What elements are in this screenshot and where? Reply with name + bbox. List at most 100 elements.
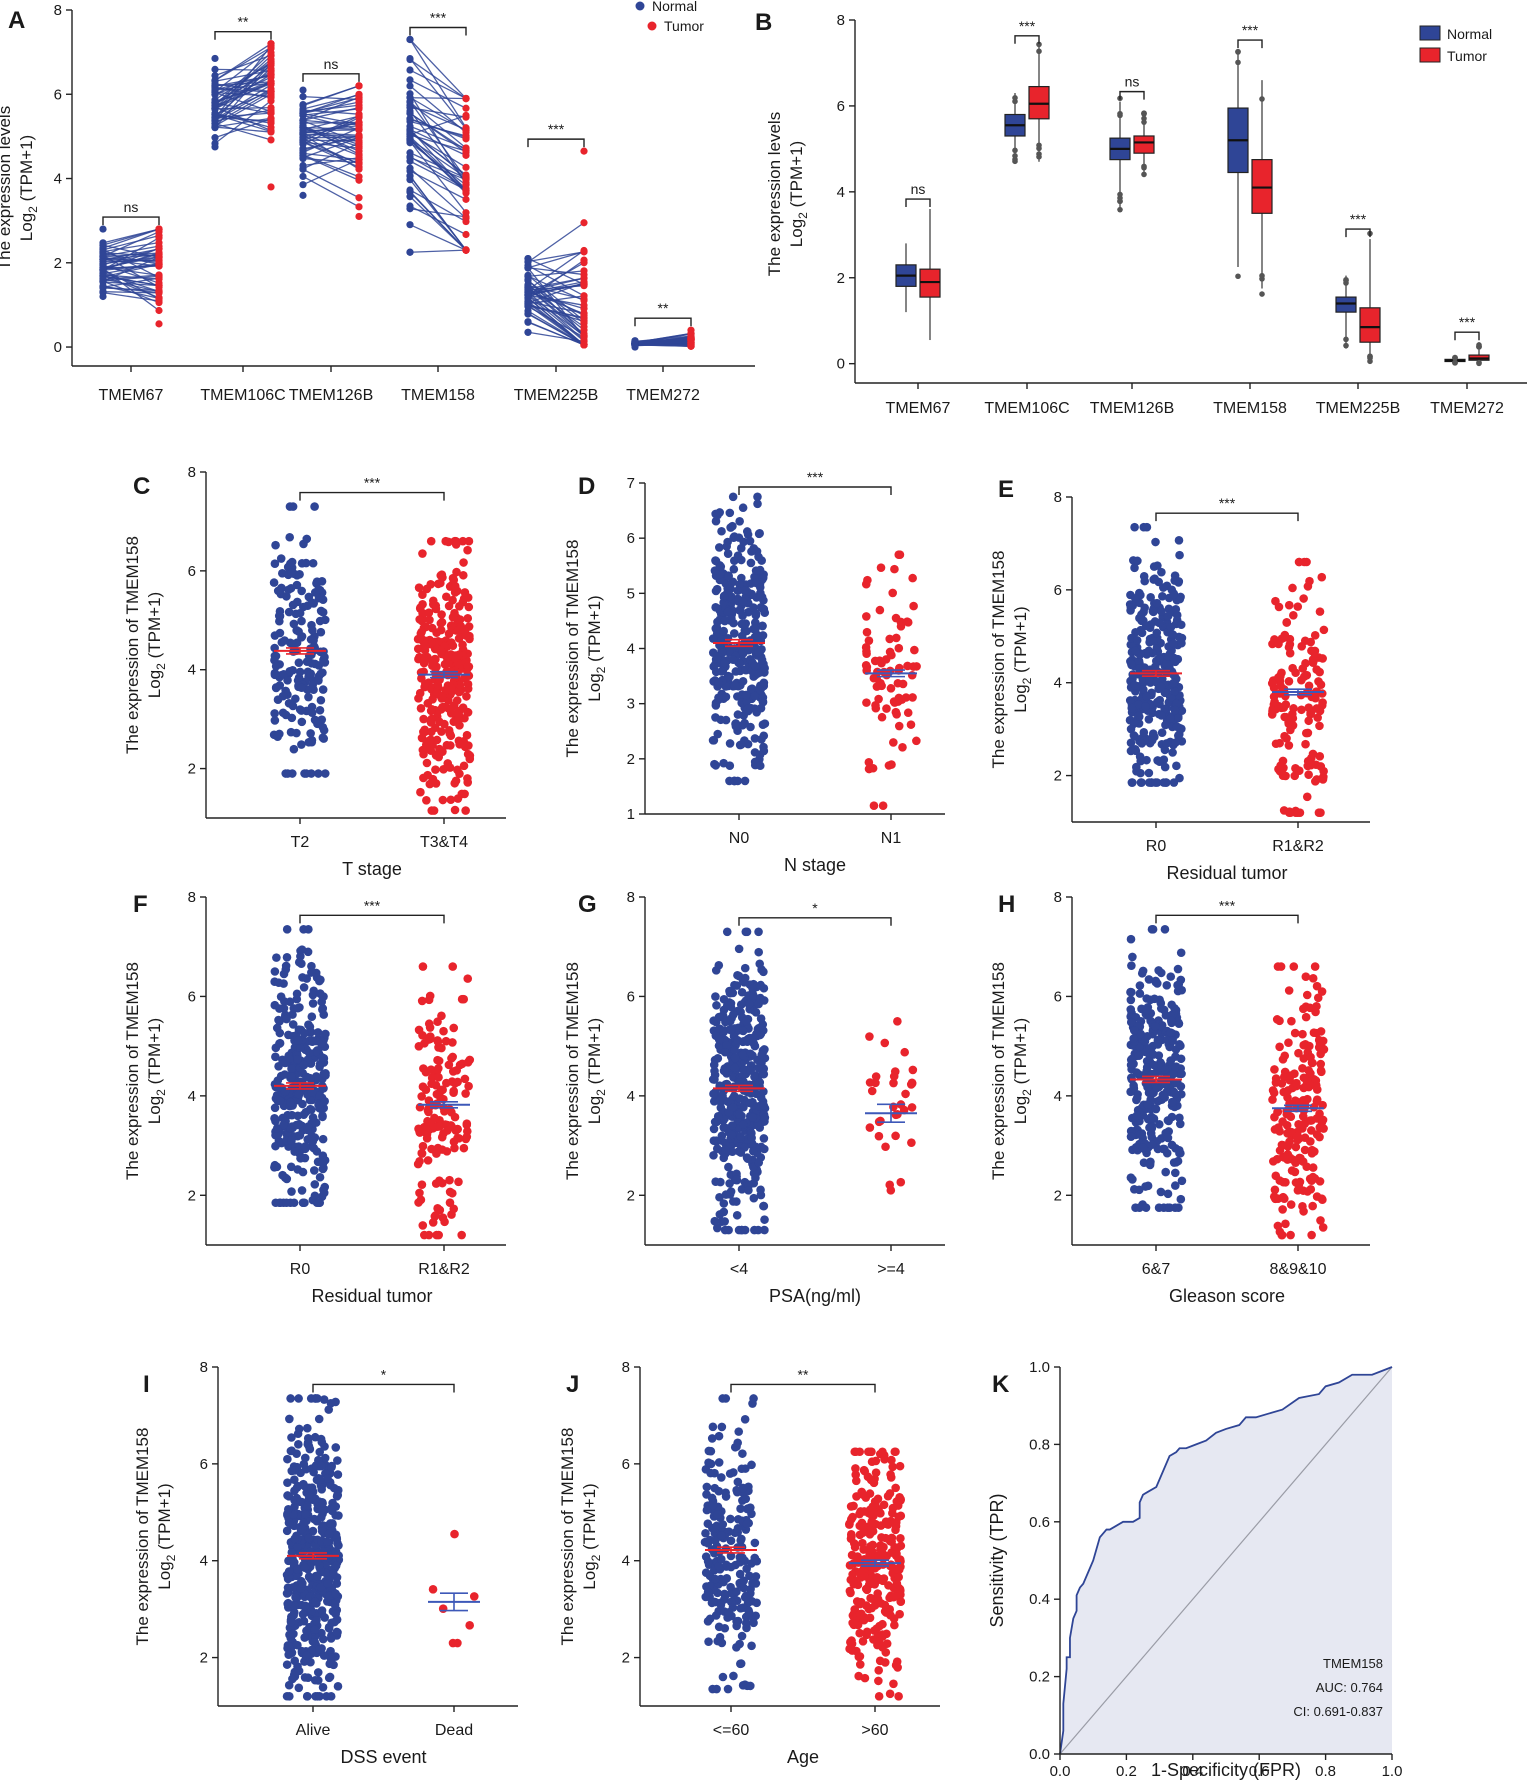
data-point	[736, 1000, 746, 1010]
data-point	[273, 586, 283, 596]
data-point	[733, 586, 743, 596]
data-point	[435, 717, 444, 727]
normal-point	[406, 193, 414, 201]
data-point	[450, 805, 460, 815]
data-point	[1152, 1083, 1162, 1093]
paired-line	[527, 281, 585, 304]
data-point	[740, 586, 749, 596]
data-point	[1144, 715, 1154, 724]
tumor-point	[580, 270, 588, 279]
data-point	[270, 709, 279, 718]
data-point	[446, 621, 456, 630]
y-axis-title-line1: The expression of TMEM158	[989, 551, 1008, 769]
data-point	[446, 731, 456, 741]
y-tick-label: 4	[1054, 1088, 1062, 1105]
significance-label: ***	[807, 469, 824, 485]
data-point	[310, 1675, 320, 1685]
data-point	[1294, 766, 1304, 776]
data-point	[454, 687, 464, 697]
paired-line	[409, 96, 467, 132]
paired-line	[214, 83, 272, 93]
paired-line	[409, 156, 467, 190]
significance-label: ns	[124, 199, 139, 215]
x-category-label: R0	[1146, 838, 1167, 855]
data-point	[1289, 962, 1299, 971]
outlier-point	[1259, 291, 1265, 297]
data-point	[734, 944, 744, 954]
y-axis-title-log: Log	[1011, 1096, 1030, 1124]
paired-line	[409, 131, 467, 176]
normal-point	[299, 116, 307, 124]
tumor-point	[267, 128, 275, 136]
y-tick-label: 2	[837, 270, 845, 287]
data-point	[723, 1684, 733, 1694]
data-point	[318, 608, 328, 617]
data-point	[1130, 646, 1140, 656]
y-tick-label: 2	[1054, 1187, 1062, 1204]
data-point	[1163, 1189, 1173, 1199]
data-point	[1147, 736, 1157, 745]
data-point	[310, 502, 319, 511]
y-tick-label: 6	[188, 563, 196, 580]
data-point	[1270, 697, 1279, 707]
data-point	[454, 650, 463, 660]
normal-point	[211, 65, 219, 73]
data-point	[747, 547, 756, 556]
significance-bracket	[634, 317, 692, 327]
data-point	[750, 734, 760, 743]
normal-point	[406, 109, 414, 117]
tumor-point	[155, 306, 163, 315]
paired-line	[102, 228, 160, 244]
x-category-label: 6&7	[1142, 1261, 1171, 1278]
paired-line	[409, 189, 467, 223]
data-point	[898, 679, 908, 689]
data-point	[760, 1113, 770, 1122]
data-point	[892, 633, 901, 643]
data-point	[327, 1505, 337, 1515]
data-point	[295, 705, 305, 714]
data-point	[752, 1598, 761, 1608]
data-point	[733, 1616, 743, 1626]
data-point	[454, 1177, 463, 1187]
data-point	[1280, 1051, 1290, 1061]
data-point	[1138, 1143, 1148, 1153]
x-axis-title: N stage	[784, 855, 846, 875]
data-point	[739, 537, 748, 547]
group-1-points	[708, 927, 770, 1235]
data-point	[278, 1170, 287, 1180]
panel-label: A	[8, 7, 25, 34]
tumor-point	[462, 148, 470, 157]
data-point	[432, 735, 442, 745]
data-point	[275, 729, 284, 739]
data-point	[446, 795, 456, 805]
data-point	[746, 558, 756, 568]
paired-line	[409, 114, 467, 136]
data-point	[419, 656, 429, 666]
data-point	[1130, 522, 1139, 532]
data-point	[1126, 738, 1136, 748]
normal-point	[99, 239, 107, 247]
data-point	[426, 536, 436, 546]
data-point	[414, 1198, 423, 1207]
data-point	[428, 774, 438, 784]
y-tick-label: 4	[1054, 675, 1062, 692]
data-point	[413, 1159, 423, 1169]
data-point	[301, 769, 311, 778]
data-point	[1316, 680, 1326, 689]
normal-point	[299, 191, 307, 199]
data-point	[885, 647, 895, 657]
data-point	[316, 627, 326, 637]
y-axis-title-unit: (TPM+1)	[145, 592, 164, 663]
data-point	[711, 761, 721, 770]
normal-point	[299, 161, 307, 170]
x-category-label: TMEM225B	[1316, 400, 1400, 417]
data-point	[1151, 778, 1160, 787]
data-point	[270, 1103, 280, 1113]
data-point	[862, 649, 871, 658]
data-point	[1315, 607, 1325, 616]
data-point	[908, 1065, 918, 1075]
data-point	[442, 1078, 451, 1088]
legend-tumor-marker	[647, 21, 657, 31]
data-point	[738, 503, 748, 513]
